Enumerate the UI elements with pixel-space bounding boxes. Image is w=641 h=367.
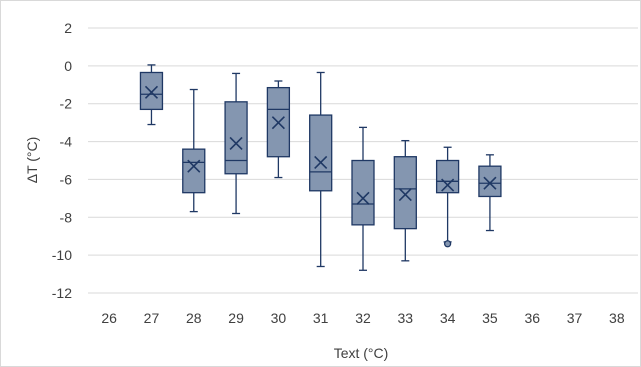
mean-marker — [229, 136, 243, 151]
box-34 — [435, 146, 460, 248]
x-tick-label: 32 — [355, 310, 371, 326]
box-27 — [139, 64, 164, 126]
iqr-box — [182, 148, 206, 194]
y-axis-ticks: 2 0 -2 -4 -6 -8 -10 -12 — [52, 20, 72, 301]
iqr-box — [393, 156, 417, 230]
box-29 — [224, 72, 248, 215]
x-axis-title: Text (°C) — [334, 345, 389, 361]
mean-marker — [144, 85, 159, 99]
iqr-box — [224, 101, 248, 175]
iqr-box — [309, 114, 333, 192]
y-tick-label: -4 — [60, 134, 73, 150]
iqr-box — [139, 71, 164, 111]
outlier-point — [443, 240, 452, 248]
x-tick-label: 28 — [186, 310, 202, 326]
y-tick-label: -2 — [60, 96, 73, 112]
x-tick-label: 34 — [440, 310, 456, 326]
iqr-box — [351, 159, 375, 226]
box-31 — [309, 71, 333, 268]
mean-marker — [187, 159, 201, 173]
y-tick-label: -10 — [52, 247, 72, 263]
x-tick-label: 30 — [271, 310, 287, 326]
box-series — [139, 64, 502, 271]
y-tick-label: 0 — [64, 58, 72, 74]
box-28 — [182, 88, 206, 213]
mean-marker — [483, 176, 497, 190]
mean-marker — [441, 178, 455, 192]
x-tick-label: 27 — [144, 310, 160, 326]
box-30 — [266, 80, 291, 179]
x-tick-label: 31 — [313, 310, 329, 326]
x-tick-label: 29 — [228, 310, 244, 326]
x-tick-label: 26 — [101, 310, 117, 326]
y-tick-label: -6 — [60, 171, 73, 187]
mean-marker — [356, 191, 370, 205]
box-32 — [351, 126, 375, 271]
iqr-box — [435, 159, 460, 194]
y-axis-title: ΔT (°C) — [24, 137, 40, 184]
box-33 — [393, 139, 417, 262]
x-tick-label: 37 — [567, 310, 583, 326]
x-tick-label: 33 — [398, 310, 414, 326]
iqr-box — [478, 165, 502, 198]
x-tick-label: 35 — [482, 310, 498, 326]
mean-marker — [314, 155, 328, 169]
mean-marker — [398, 188, 412, 202]
x-tick-label: 38 — [609, 310, 625, 326]
x-tick-label: 36 — [524, 310, 540, 326]
x-axis-ticks: 26 27 28 29 30 31 32 33 34 35 36 37 38 — [101, 310, 624, 326]
mean-marker — [271, 116, 285, 130]
y-tick-label: 2 — [64, 20, 72, 36]
y-tick-label: -8 — [60, 209, 73, 225]
box-35 — [478, 154, 502, 232]
y-tick-label: -12 — [52, 285, 72, 301]
